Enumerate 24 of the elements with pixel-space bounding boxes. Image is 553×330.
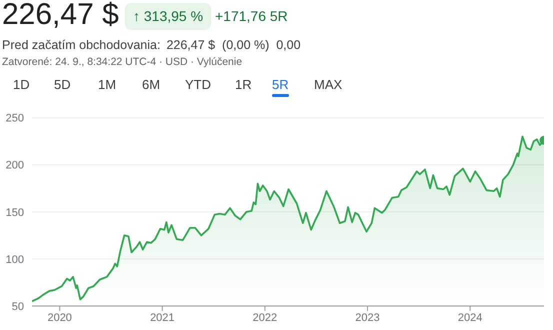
text: ↑ 313,95 % [125, 3, 212, 30]
y-tick-label: 50 [12, 300, 24, 313]
text: 1R [235, 77, 252, 92]
chart-title: 226,47 $ [2, 0, 119, 32]
text: Zatvorené: 24. 9., 8:34:22 UTC-4 · USD · Vylúčenie [2, 56, 242, 68]
text: 6M [142, 77, 160, 92]
text: YTD [185, 77, 211, 92]
text: Pred začatím obchodovania: [2, 38, 160, 52]
x-tick-label: 2023 [355, 312, 380, 324]
text: 5R [272, 77, 289, 94]
text: 1D [13, 77, 30, 92]
text: +171,76 5R [215, 8, 288, 24]
y-tick-label: 150 [6, 206, 24, 219]
text: MAX [314, 77, 342, 92]
text: 226,47 $ (0,00 %) 0,00 [166, 38, 301, 52]
y-tick-label: 250 [6, 112, 24, 125]
text: 5D [54, 77, 71, 92]
y-tick-label: 100 [6, 254, 24, 266]
text: 1M [98, 77, 116, 92]
x-tick-label: 2020 [47, 312, 72, 324]
x-tick-label: 2022 [252, 312, 278, 324]
x-tick-label: 2024 [458, 312, 482, 324]
x-tick-label: 2021 [150, 312, 175, 324]
y-tick-label: 200 [6, 160, 24, 172]
